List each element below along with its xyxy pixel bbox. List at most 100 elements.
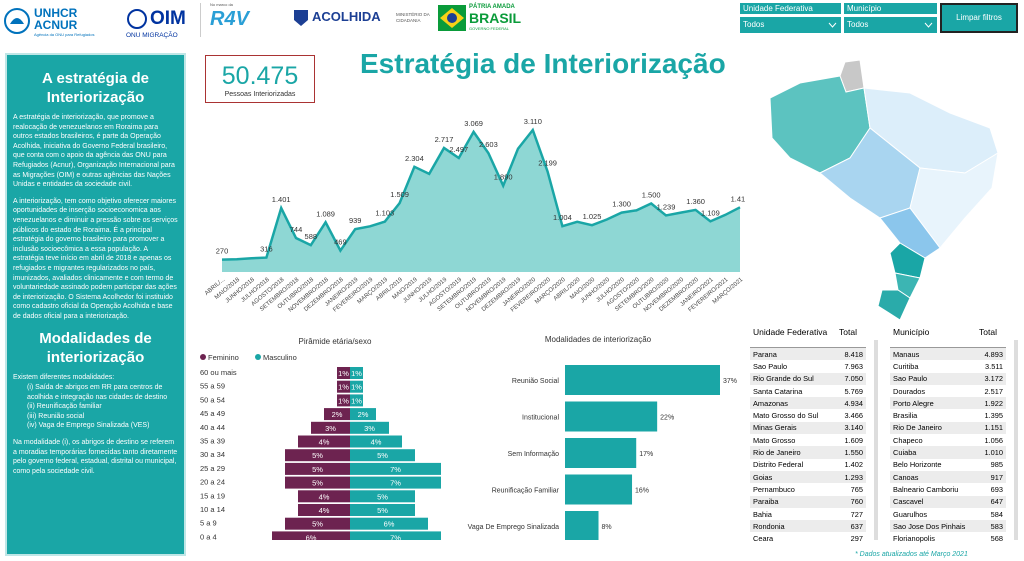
sidebar-intro: Existem diferentes modalidades: xyxy=(13,374,115,382)
table-row: Brasilia 1.395 xyxy=(890,409,1006,421)
data-label: 16% xyxy=(635,488,649,495)
table-cell: 1.151 xyxy=(984,423,1004,433)
header-cell: Total xyxy=(839,327,857,337)
data-label: 4% xyxy=(371,438,382,447)
y-tick-label: Sem Informação xyxy=(508,451,559,458)
kpi-label: Pessoas Interiorizadas xyxy=(224,91,296,98)
table-cell: Mato Grosso xyxy=(753,435,796,445)
table-cell: Ceara xyxy=(753,534,774,544)
filter-value: Todos xyxy=(743,20,765,29)
logo-text: PÁTRIA AMADA xyxy=(469,4,515,10)
data-label: 1% xyxy=(338,383,349,392)
data-label: 270 xyxy=(216,247,229,256)
table-cell: 583 xyxy=(990,521,1003,531)
y-tick-label: 15 a 19 xyxy=(200,491,225,500)
clear-filters-button[interactable]: Limpar filtros xyxy=(940,3,1018,33)
filter-dropdown[interactable]: Todos xyxy=(844,17,937,33)
map-region xyxy=(879,207,941,259)
table-cell: Florianopolis xyxy=(893,534,935,544)
filter-label: Município xyxy=(844,3,937,14)
table-cell: 4.934 xyxy=(844,398,864,408)
data-label: 2.199 xyxy=(538,159,557,168)
logo-text: MINISTÉRIO DA CIDADANIA xyxy=(396,12,430,23)
bar xyxy=(350,517,428,530)
header-row: Unidade Federativa Total xyxy=(750,327,866,348)
table-row: Distrito Federal 1.402 xyxy=(750,459,866,471)
table-row: Sao Paulo 7.963 xyxy=(750,360,866,372)
sidebar-item: (ii) Reunificação familiar xyxy=(27,403,102,411)
y-tick-label: 35 a 39 xyxy=(200,437,225,446)
data-label: 1.890 xyxy=(494,173,513,182)
table-cell: Pernambuco xyxy=(753,484,795,494)
table-row: Paraiba 760 xyxy=(750,495,866,508)
bar xyxy=(350,408,376,421)
table-cell: 568 xyxy=(990,534,1003,544)
filter-label: Unidade Federativa xyxy=(740,3,841,14)
table-row: Curitiba 3.511 xyxy=(890,360,1006,372)
data-label: 1.509 xyxy=(390,190,409,199)
data-label: 6% xyxy=(306,533,317,540)
data-label: 1.360 xyxy=(686,197,705,206)
table-cell: Amazonas xyxy=(753,398,788,408)
area-line xyxy=(221,127,741,261)
bar xyxy=(350,394,363,407)
data-label: 5% xyxy=(312,465,323,474)
data-label: 5% xyxy=(377,506,388,515)
brasil-flag xyxy=(438,5,466,31)
y-tick-label: 5 a 9 xyxy=(200,519,217,528)
y-tick-label: 50 a 54 xyxy=(200,395,225,404)
data-label: 3.110 xyxy=(524,117,542,126)
data-label: 744 xyxy=(290,225,303,234)
table-cell: 693 xyxy=(990,484,1003,494)
legend-swatch xyxy=(200,354,206,360)
uf-table: Unidade Federativa Total Parana 8.418 Sao Pa… xyxy=(750,327,875,545)
bar xyxy=(350,449,415,462)
table-cell: Rio de Janeiro xyxy=(753,448,801,458)
table-cell: Distrito Federal xyxy=(753,460,804,470)
scrollbar xyxy=(1014,340,1018,540)
area-fill xyxy=(222,130,740,272)
table-cell: Cascavel xyxy=(893,497,924,507)
filter-dropdown[interactable]: Todos xyxy=(740,17,841,33)
data-label: 1% xyxy=(338,396,349,405)
table-row: Dourados 2.517 xyxy=(890,385,1006,397)
data-label: 588 xyxy=(305,232,318,241)
table-cell: Brasilia xyxy=(893,411,918,421)
table-cell: Bahia xyxy=(753,509,772,519)
data-label: 5% xyxy=(312,520,323,529)
data-label: 1.109 xyxy=(701,208,720,217)
data-label: 1.089 xyxy=(316,209,335,218)
table-row: Manaus 4.893 xyxy=(890,347,1006,361)
table-cell: Paraiba xyxy=(753,497,779,507)
divider xyxy=(200,3,201,37)
data-label: 7% xyxy=(390,533,401,540)
table-cell: Rio Grande do Sul xyxy=(753,374,814,384)
bar xyxy=(311,421,350,434)
table-cell: Dourados xyxy=(893,386,926,396)
table-row: Parana 8.418 xyxy=(750,347,866,361)
data-label: 1% xyxy=(338,369,349,378)
data-label: 4% xyxy=(319,492,330,501)
sidebar-title: A estratégia de Interiorização xyxy=(42,70,149,106)
logo-text: ONU MIGRAÇÃO xyxy=(126,32,178,39)
table-cell: Guarulhos xyxy=(893,509,928,519)
bar xyxy=(350,435,402,448)
table-row: Florianopolis 568 xyxy=(890,532,1006,544)
table-cell: 3.466 xyxy=(844,411,864,421)
table-cell: 1.402 xyxy=(844,460,864,470)
data-label: 1.103 xyxy=(375,209,394,218)
map xyxy=(769,59,999,320)
logo-text: UNHCR xyxy=(34,6,78,20)
footnote: * Dados atualizados até Março 2021 xyxy=(855,551,968,558)
table-row: Minas Gerais 3.140 xyxy=(750,421,866,435)
bar xyxy=(350,367,363,379)
table-cell: Sao Paulo xyxy=(753,361,788,371)
sidebar: A estratégia de Interiorização A estraté… xyxy=(5,53,186,556)
chevron xyxy=(828,22,837,28)
kpi-card: 50.475 Pessoas Interiorizadas xyxy=(205,55,315,103)
scrollbar xyxy=(874,340,878,540)
data-label: 4% xyxy=(319,438,330,447)
bar xyxy=(350,421,389,434)
bar xyxy=(350,462,441,475)
